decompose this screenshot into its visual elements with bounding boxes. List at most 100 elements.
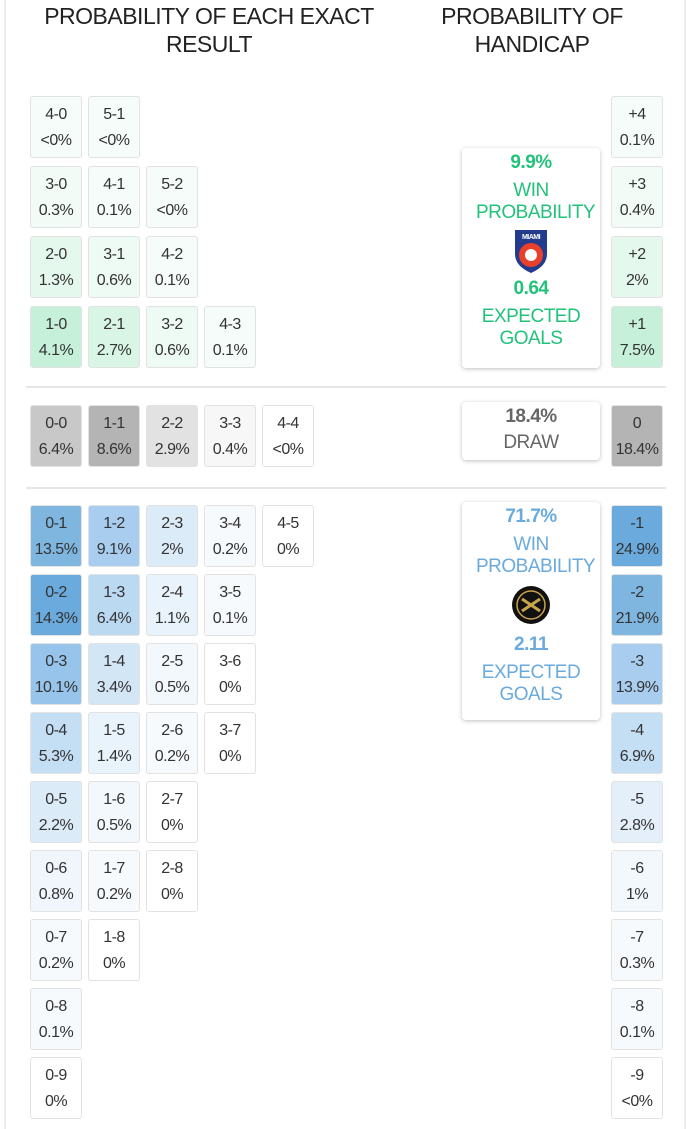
probability: 0.2% bbox=[38, 955, 74, 972]
probability: 4.1% bbox=[38, 342, 74, 359]
score-cell: 4-2 0.1% bbox=[146, 236, 198, 298]
score-cell: -1 24.9% bbox=[611, 505, 663, 567]
score: 1-1 bbox=[103, 415, 125, 432]
probability: 0% bbox=[102, 955, 126, 972]
probability: 2.9% bbox=[154, 441, 190, 458]
score: 4-5 bbox=[277, 515, 299, 532]
handicap-line: -9 bbox=[630, 1067, 644, 1084]
score: 4-1 bbox=[103, 176, 125, 193]
probability: 21.9% bbox=[615, 610, 659, 627]
score-cell: 4-1 0.1% bbox=[88, 166, 140, 228]
home-win-probability: 9.9% bbox=[510, 152, 552, 173]
score: 3-0 bbox=[45, 176, 67, 193]
score: 0-6 bbox=[45, 860, 67, 877]
score-cell: -3 13.9% bbox=[611, 643, 663, 705]
probability: 0.1% bbox=[619, 1024, 655, 1041]
score-cell: 2-2 2.9% bbox=[146, 405, 198, 467]
probability: 1.4% bbox=[96, 748, 132, 765]
draw-label: DRAW bbox=[503, 432, 559, 453]
score-cell: 3-6 0% bbox=[204, 643, 256, 705]
score-cell: 0-5 2.2% bbox=[30, 781, 82, 843]
score: 0-7 bbox=[45, 929, 67, 946]
score-cell: 3-1 0.6% bbox=[88, 236, 140, 298]
score: 0-4 bbox=[45, 722, 67, 739]
probability: 7.5% bbox=[619, 342, 655, 359]
score: 0-2 bbox=[45, 584, 67, 601]
probability: 0.5% bbox=[96, 817, 132, 834]
probability: 10.1% bbox=[34, 679, 78, 696]
probability: 0% bbox=[218, 679, 242, 696]
probability: 0.1% bbox=[212, 610, 248, 627]
score-cell: 3-3 0.4% bbox=[204, 405, 256, 467]
score: 3-4 bbox=[219, 515, 241, 532]
score: 0-5 bbox=[45, 791, 67, 808]
score-cell: 0 18.4% bbox=[611, 405, 663, 467]
score-cell: 4-5 0% bbox=[262, 505, 314, 567]
score: 3-1 bbox=[103, 246, 125, 263]
score: 5-1 bbox=[103, 106, 125, 123]
probability: <0% bbox=[156, 202, 188, 219]
score: 3-7 bbox=[219, 722, 241, 739]
probability: 0% bbox=[218, 748, 242, 765]
score-cell: 3-0 0.3% bbox=[30, 166, 82, 228]
score: 3-2 bbox=[161, 316, 183, 333]
score: 1-8 bbox=[103, 929, 125, 946]
probability: 0.4% bbox=[619, 202, 655, 219]
probability: 0.6% bbox=[154, 342, 190, 359]
score-cell: 1-5 1.4% bbox=[88, 712, 140, 774]
probability: <0% bbox=[621, 1093, 653, 1110]
score: 4-4 bbox=[277, 415, 299, 432]
score-cell: 3-2 0.6% bbox=[146, 306, 198, 368]
score-cell: 2-5 0.5% bbox=[146, 643, 198, 705]
score-cell: -7 0.3% bbox=[611, 919, 663, 981]
score: 1-6 bbox=[103, 791, 125, 808]
handicap-line: -5 bbox=[630, 791, 644, 808]
probability: 0.1% bbox=[96, 202, 132, 219]
score: 1-0 bbox=[45, 316, 67, 333]
probability: 0% bbox=[44, 1093, 68, 1110]
score-cell: 0-4 5.3% bbox=[30, 712, 82, 774]
away-win-label: WIN PROBABILITY bbox=[476, 534, 596, 577]
score: 1-3 bbox=[103, 584, 125, 601]
probability: <0% bbox=[272, 441, 304, 458]
separator bbox=[26, 487, 666, 489]
handicap-line: +3 bbox=[628, 176, 646, 193]
home-card: 9.9% WIN PROBABILITY MIAMI 0.64 EXPECTED… bbox=[462, 148, 600, 368]
probability: 2.8% bbox=[619, 817, 655, 834]
score-cell: 3-5 0.1% bbox=[204, 574, 256, 636]
score-cell: -2 21.9% bbox=[611, 574, 663, 636]
score-cell: -4 6.9% bbox=[611, 712, 663, 774]
score: 0-3 bbox=[45, 653, 67, 670]
handicap-line: -4 bbox=[630, 722, 644, 739]
probability: 2% bbox=[625, 272, 649, 289]
score-cell: 4-0 <0% bbox=[30, 96, 82, 158]
score: 4-3 bbox=[219, 316, 241, 333]
score-cell: 1-3 6.4% bbox=[88, 574, 140, 636]
probability: 0.1% bbox=[38, 1024, 74, 1041]
score-cell: -9 <0% bbox=[611, 1057, 663, 1119]
probability: 6.9% bbox=[619, 748, 655, 765]
score-cell: -6 1% bbox=[611, 850, 663, 912]
handicap-line: -7 bbox=[630, 929, 644, 946]
score-cell: 1-7 0.2% bbox=[88, 850, 140, 912]
probability: 0% bbox=[160, 886, 184, 903]
score-cell: 2-6 0.2% bbox=[146, 712, 198, 774]
score-cell: 0-1 13.5% bbox=[30, 505, 82, 567]
score: 0-1 bbox=[45, 515, 67, 532]
probability: 2% bbox=[160, 541, 184, 558]
score: 1-4 bbox=[103, 653, 125, 670]
score: 0-8 bbox=[45, 998, 67, 1015]
probability: 0.2% bbox=[154, 748, 190, 765]
score-cell: 1-8 0% bbox=[88, 919, 140, 981]
home-expected-goals-label: EXPECTED GOALS bbox=[481, 306, 581, 349]
score-cell: 3-4 0.2% bbox=[204, 505, 256, 567]
score-cell: 4-3 0.1% bbox=[204, 306, 256, 368]
draw-probability: 18.4% bbox=[505, 406, 557, 427]
probability: 3.4% bbox=[96, 679, 132, 696]
score: 2-3 bbox=[161, 515, 183, 532]
score: 3-6 bbox=[219, 653, 241, 670]
score: 2-6 bbox=[161, 722, 183, 739]
probability: 1% bbox=[625, 886, 649, 903]
probability: 5.3% bbox=[38, 748, 74, 765]
probability: 0.2% bbox=[96, 886, 132, 903]
